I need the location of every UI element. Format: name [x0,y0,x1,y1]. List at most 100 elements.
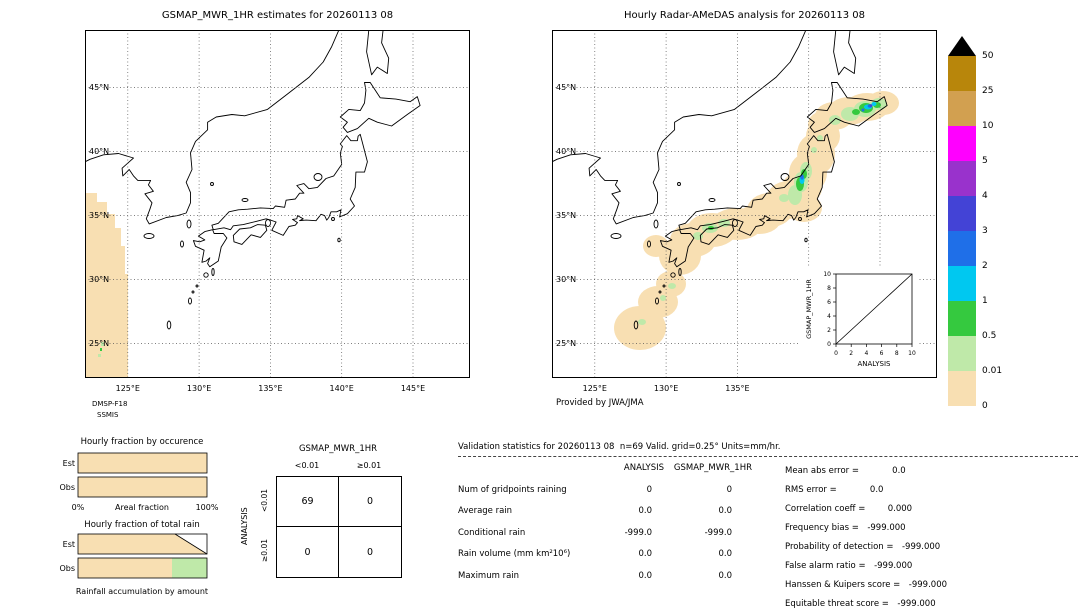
inset-ytick: 10 [823,271,831,278]
total-rain-obs-bar [77,557,208,579]
contingency-col-header: <0.01 [294,461,320,470]
lat-label: 25°N [556,339,576,348]
score-value: 0.0 [892,466,906,476]
x-min-label: 0% [72,503,85,512]
lon-label: 135°E [725,384,749,393]
latlon-grid [85,30,470,379]
stats-value-analysis: 0.0 [638,549,652,559]
score-value: -999.000 [908,580,948,590]
colorbar-segment [948,371,976,406]
swath-specks [98,342,104,357]
stats-scores: Mean abs error = 0.0 RMS error = 0.0 Cor… [785,462,947,612]
stats-value-analysis: 0.0 [638,506,652,516]
inset-ytick: 6 [827,299,831,306]
lon-label: 135°E [258,384,282,393]
score-line: Equitable threat score = -999.000 [785,595,947,612]
scatter-inset: 0 2 4 6 8 10 0 2 4 6 8 10 GSMAP_MWR_1HR … [800,266,918,378]
one-to-one-line [835,273,913,345]
contingency-side-label: ANALYSIS [240,507,249,545]
occurrence-chart-title: Hourly fraction by occurence [81,437,204,447]
x-max-label: 100% [196,503,219,512]
contingency-row-header: ≥0.01 [260,539,269,563]
colorbar-segment [948,161,976,196]
total-rain-est-bar [77,533,208,555]
colorbar-tick: 4 [982,191,988,201]
stats-value-gsmap: 0.0 [718,549,732,559]
stats-row-label: Average rain [458,506,513,516]
score-line: Hanssen & Kuipers score = -999.000 [785,576,947,595]
score-value: -999.000 [874,561,913,571]
score-label: Correlation coeff = [785,504,866,514]
score-line: Correlation coeff = 0.000 [785,500,947,519]
inset-xtick: 2 [849,350,853,357]
stats-row-label: Conditional rain [458,527,526,538]
score-label: Equitable threat score = [785,599,889,609]
score-line: Frequency bias = -999.000 [785,519,947,538]
radar-analysis-map: 0 2 4 6 8 10 0 2 4 6 8 10 GSMAP_MWR_1HR … [552,30,937,393]
stats-value-gsmap: 0 [726,484,732,495]
stats-value-analysis: -999.0 [624,527,652,538]
score-label: Hanssen & Kuipers score = [785,580,901,590]
map-frame [552,30,937,378]
sensor-label-instrument: SSMIS [97,411,119,419]
stats-value-gsmap: -999.0 [704,527,732,538]
stats-table: ANALYSIS GSMAP_MWR_1HR Num of gridpoints… [458,462,752,591]
inset-ytick: 4 [827,313,831,320]
total-rain-obs-low-segment [78,558,172,578]
dashed-rule [458,456,1078,457]
colorbar-segment [948,231,976,266]
sensor-label-platform: DMSP-F18 [92,400,128,408]
stats-row-label: Num of gridpoints raining [458,484,567,495]
inset-xtick: 8 [895,350,899,357]
colorbar-segment [948,91,976,126]
score-label: False alarm ratio = [785,561,866,571]
inset-xlabel: ANALYSIS [857,360,891,368]
contingency-title: GSMAP_MWR_1HR [298,444,378,454]
lat-label: 40°N [89,147,109,156]
row-label-obs: Obs [59,483,75,492]
stats-panel: Validation statistics for 20260113 08 n=… [458,442,1078,609]
row-label-est: Est [63,540,75,549]
colorbar-tick: 25 [982,86,994,96]
colorbar-tick: 2 [982,261,988,271]
colorbar-tick: 0.01 [982,366,1003,376]
lat-label: 25°N [89,339,109,348]
lat-label: 30°N [89,275,109,284]
stats-value-analysis: 0 [646,484,652,495]
gsmap-estimate-map: 45°N 40°N 35°N 30°N 25°N 125°E 130°E 135… [85,30,470,393]
stats-col-header-analysis: ANALYSIS [623,463,664,473]
lat-label: 30°N [556,275,576,284]
lon-label: 145°E [401,384,425,393]
score-label: Probability of detection = [785,542,894,552]
stats-value-gsmap: 0.0 [718,570,732,581]
map-frame [85,30,470,378]
score-value: 0.000 [887,504,913,514]
lon-label: 130°E [654,384,678,393]
coastline [85,30,421,330]
total-rain-obs-high-segment [172,558,207,578]
inset-ytick: 2 [827,327,831,334]
contingency-row-header: <0.01 [260,489,269,513]
colorbar-overflow-triangle [948,36,976,56]
colorbar: 50 25 10 5 4 3 2 1 0.5 0.01 0 [948,36,1018,411]
score-value: -999.000 [867,523,906,533]
inset-ylabel: GSMAP_MWR_1HR [805,279,813,339]
fraction-charts: Hourly fraction by occurence Est Obs 0% … [59,437,219,596]
stats-value-analysis: 0.0 [638,570,652,581]
data-credit: Provided by JWA/JMA [556,398,644,408]
score-line: Mean abs error = 0.0 [785,462,947,481]
precip-extreme-level [869,104,873,107]
occurrence-obs-bar [77,476,208,498]
colorbar-segment [948,56,976,91]
stats-value-gsmap: 0.0 [718,506,732,516]
score-label: Frequency bias = [785,523,859,533]
lat-label: 40°N [556,147,576,156]
contingency-cell: 69 [277,477,339,527]
score-value: -999.000 [901,542,941,552]
est-bar-diagonal [174,533,208,555]
lon-label: 130°E [187,384,211,393]
inset-xtick: 6 [880,350,884,357]
total-rain-est-fill [78,534,207,554]
score-label: RMS error = [785,485,837,495]
lon-label: 140°E [330,384,354,393]
